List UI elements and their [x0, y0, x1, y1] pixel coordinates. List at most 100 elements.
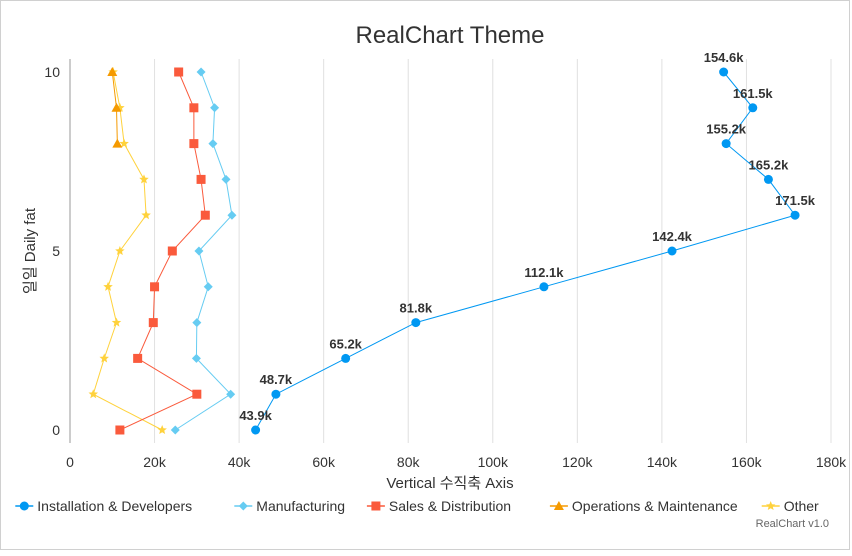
point-operations-maintenance [107, 67, 118, 76]
series-layer [88, 67, 800, 435]
point-installation-developers [341, 353, 351, 363]
point-manufacturing [192, 318, 202, 328]
point-other [157, 425, 167, 435]
series-line-manufacturing [175, 71, 233, 431]
series-other [88, 67, 167, 435]
data-label: 65.2k [329, 336, 362, 351]
x-tick-label: 180k [816, 454, 847, 470]
point-sales-distribution [133, 353, 143, 363]
point-manufacturing [170, 425, 180, 435]
point-manufacturing [191, 353, 201, 363]
legend-label: Sales & Distribution [389, 498, 511, 514]
x-tick-label: 20k [143, 454, 167, 470]
legend-marker [238, 501, 248, 511]
point-other [115, 102, 125, 112]
point-sales-distribution [150, 282, 160, 292]
point-operations-maintenance [111, 102, 122, 112]
data-label: 161.5k [733, 86, 774, 101]
legend-item-other[interactable]: Other [761, 498, 819, 514]
data-labels: 43.9k 48.7k 65.2k 81.8k 112.1k 142.4k 171.5k 16… [239, 50, 815, 423]
point-sales-distribution [192, 389, 202, 399]
x-tick-label: 140k [647, 454, 678, 470]
data-label: 142.4k [652, 229, 693, 244]
data-label: 155.2k [706, 122, 747, 137]
point-installation-developers [411, 318, 421, 328]
point-sales-distribution [196, 174, 206, 184]
point-installation-developers [719, 67, 729, 77]
legend-label: Manufacturing [256, 498, 345, 514]
point-sales-distribution [174, 67, 184, 77]
series-line-other [92, 71, 163, 431]
x-tick-label: 0 [66, 454, 74, 470]
point-installation-developers [539, 282, 549, 292]
point-manufacturing [196, 67, 206, 77]
point-installation-developers [667, 246, 677, 256]
legend-marker [553, 501, 564, 510]
point-sales-distribution [148, 318, 158, 328]
point-sales-distribution [189, 103, 199, 113]
point-other [111, 317, 122, 327]
x-tick-label: 60k [312, 454, 336, 470]
point-manufacturing [227, 210, 237, 220]
data-label: 112.1k [524, 265, 564, 280]
point-manufacturing [203, 282, 213, 292]
data-label: 48.7k [260, 372, 293, 387]
point-sales-distribution [115, 425, 125, 435]
series-installation-developers [251, 67, 800, 435]
point-other [88, 389, 99, 399]
x-tick-label: 80k [397, 454, 421, 470]
point-installation-developers [790, 210, 800, 220]
legend-marker [19, 501, 29, 511]
y-tick-label: 10 [44, 64, 60, 80]
y-tick-label: 5 [52, 243, 60, 259]
point-other [103, 281, 113, 291]
data-label: 171.5k [775, 193, 816, 208]
point-other [119, 138, 129, 148]
chart-title: RealChart Theme [356, 22, 545, 49]
point-operations-maintenance [112, 138, 123, 148]
y-tick-label: 0 [52, 422, 60, 438]
legend: Installation & Developers Manufacturing Sa… [15, 498, 819, 514]
legend-item-sales-distribution[interactable]: Sales & Distribution [366, 498, 511, 514]
point-installation-developers [251, 425, 261, 435]
x-axis-title: Vertical 수직축 Axis [386, 475, 513, 492]
point-other [99, 353, 109, 363]
point-installation-developers [748, 103, 758, 113]
series-manufacturing [170, 67, 237, 435]
point-manufacturing [194, 246, 204, 256]
x-tick-label: 160k [731, 454, 762, 470]
point-sales-distribution [200, 210, 210, 220]
point-manufacturing [221, 174, 231, 184]
y-axis-title: 일일 Daily fat [22, 207, 39, 294]
point-manufacturing [226, 389, 236, 399]
point-other [139, 174, 149, 184]
chart-credit: RealChart v1.0 [756, 518, 829, 530]
series-line-sales-distribution [119, 71, 206, 431]
legend-item-installation-developers[interactable]: Installation & Developers [15, 498, 192, 514]
point-manufacturing [210, 103, 220, 113]
point-sales-distribution [189, 139, 199, 149]
data-label: 165.2k [749, 157, 790, 172]
data-label: 81.8k [400, 301, 433, 316]
data-label: 43.9k [239, 408, 272, 423]
point-other [115, 246, 125, 256]
point-sales-distribution [167, 246, 177, 256]
legend-label: Operations & Maintenance [572, 498, 738, 514]
point-other [141, 210, 151, 220]
axes: 0 20k 40k 60k 80k 100k 120k 140k 160k 180k 0 5 10 [44, 59, 847, 470]
grid-lines [154, 59, 832, 443]
point-installation-developers [271, 389, 281, 399]
point-installation-developers [721, 139, 731, 149]
legend-label: Installation & Developers [37, 498, 192, 514]
point-installation-developers [763, 174, 773, 184]
x-tick-label: 40k [228, 454, 252, 470]
x-tick-label: 100k [478, 454, 509, 470]
legend-marker [371, 501, 381, 511]
legend-item-manufacturing[interactable]: Manufacturing [234, 498, 345, 514]
series-operations-maintenance [107, 67, 123, 148]
legend-marker [765, 501, 776, 511]
series-sales-distribution [115, 67, 210, 435]
data-label: 154.6k [704, 50, 745, 65]
legend-item-operations-maintenance[interactable]: Operations & Maintenance [549, 498, 738, 514]
